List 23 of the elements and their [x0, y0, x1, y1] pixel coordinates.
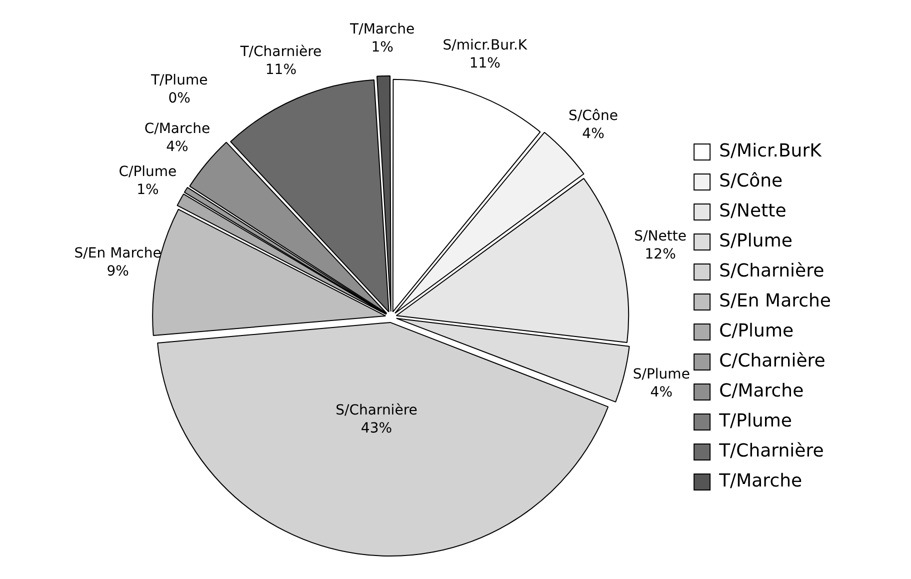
legend-label: C/Plume: [719, 320, 794, 342]
legend-label: T/Charnière: [718, 440, 824, 462]
legend-label: S/Cône: [719, 170, 783, 192]
data-label: T/Marche 1%: [349, 21, 415, 56]
data-label: C/Plume 1%: [118, 164, 177, 198]
legend-label: T/Marche: [718, 470, 802, 492]
text: T/Plume 0%: [150, 72, 208, 106]
legend-label: S/Nette: [719, 200, 786, 222]
legend-label: C/Marche: [719, 380, 804, 402]
data-label: S/Plume 4%: [632, 366, 690, 400]
data-label: C/Marche 4%: [144, 121, 210, 156]
legend-label: S/Plume: [719, 230, 792, 252]
legend-label: S/Charnière: [719, 260, 824, 282]
data-label: S/En Marche 9%: [74, 246, 162, 280]
legend-label: S/Micr.BurK: [719, 140, 823, 162]
data-label: S/Charnière 43%: [336, 402, 418, 436]
legend-label: C/Charnière: [719, 350, 826, 372]
data-label: S/micr.Bur.K 11%: [442, 37, 528, 72]
data-label: S/Cône 4%: [568, 108, 618, 142]
data-label: S/Nette 12%: [634, 228, 686, 263]
legend-label: T/Plume: [718, 410, 792, 432]
data-label: T/Charnière 11%: [239, 44, 322, 78]
legend-label: S/En Marche: [719, 290, 831, 312]
